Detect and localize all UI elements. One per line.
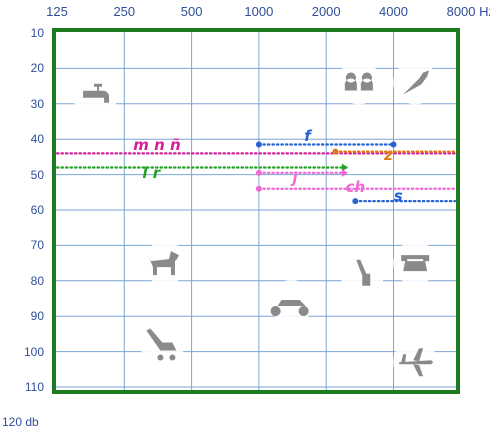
faucet-icon bbox=[73, 74, 118, 119]
people-icon bbox=[336, 60, 381, 105]
phoneme-label: z bbox=[384, 146, 393, 165]
db-label: 100 bbox=[23, 344, 44, 359]
db-label: 30 bbox=[30, 96, 44, 111]
db-label: 50 bbox=[30, 167, 44, 182]
sound-icons bbox=[73, 60, 438, 385]
frequency-label: 8000 Hz bbox=[446, 4, 490, 19]
phoneme-start-dot bbox=[255, 141, 262, 148]
db-label: 70 bbox=[30, 238, 44, 253]
frequency-label: 4000 bbox=[379, 4, 408, 19]
phoneme-label: ch bbox=[345, 177, 366, 196]
db-label: 110 bbox=[24, 380, 44, 394]
frequency-label: 125 bbox=[46, 4, 68, 19]
db-label: 80 bbox=[30, 273, 44, 288]
phoneme-start-dot bbox=[255, 169, 262, 176]
phoneme-start-dot bbox=[332, 148, 339, 155]
phoneme-label: m n ñ bbox=[133, 135, 181, 154]
phoneme-arrow bbox=[341, 163, 348, 172]
db-label: 10 bbox=[30, 26, 44, 40]
db-label: 90 bbox=[30, 309, 44, 324]
motorcycle-icon bbox=[269, 280, 314, 325]
bird-icon bbox=[393, 60, 438, 105]
phoneme-label: l r bbox=[142, 163, 161, 182]
dog-icon bbox=[142, 241, 187, 286]
phoneme-end-dot bbox=[390, 141, 397, 148]
frequency-label: 1000 bbox=[244, 4, 274, 19]
phoneme-label: s bbox=[393, 186, 403, 205]
db-gridlines bbox=[54, 67, 458, 388]
telephone-icon bbox=[393, 241, 438, 286]
phoneme-start-dot bbox=[255, 185, 262, 192]
phoneme-label: j bbox=[292, 169, 298, 188]
db-label: 60 bbox=[30, 203, 44, 217]
frequency-gridlines bbox=[123, 30, 394, 392]
vacuum-icon bbox=[340, 251, 385, 296]
lawnmower-icon bbox=[140, 322, 185, 367]
db-label: 120 db bbox=[2, 415, 39, 429]
phoneme-label: f bbox=[304, 126, 311, 145]
frequency-label: 500 bbox=[180, 4, 203, 19]
phoneme-lines bbox=[55, 141, 457, 205]
frequency-label: 250 bbox=[113, 4, 136, 19]
airplane-icon bbox=[393, 340, 438, 385]
phoneme-arrow bbox=[341, 168, 348, 177]
phoneme-start-dot bbox=[352, 198, 359, 205]
db-label: 40 bbox=[30, 132, 44, 147]
chart-frame bbox=[52, 28, 460, 394]
frequency-label: 2000 bbox=[311, 4, 341, 19]
db-label: 20 bbox=[30, 61, 44, 76]
